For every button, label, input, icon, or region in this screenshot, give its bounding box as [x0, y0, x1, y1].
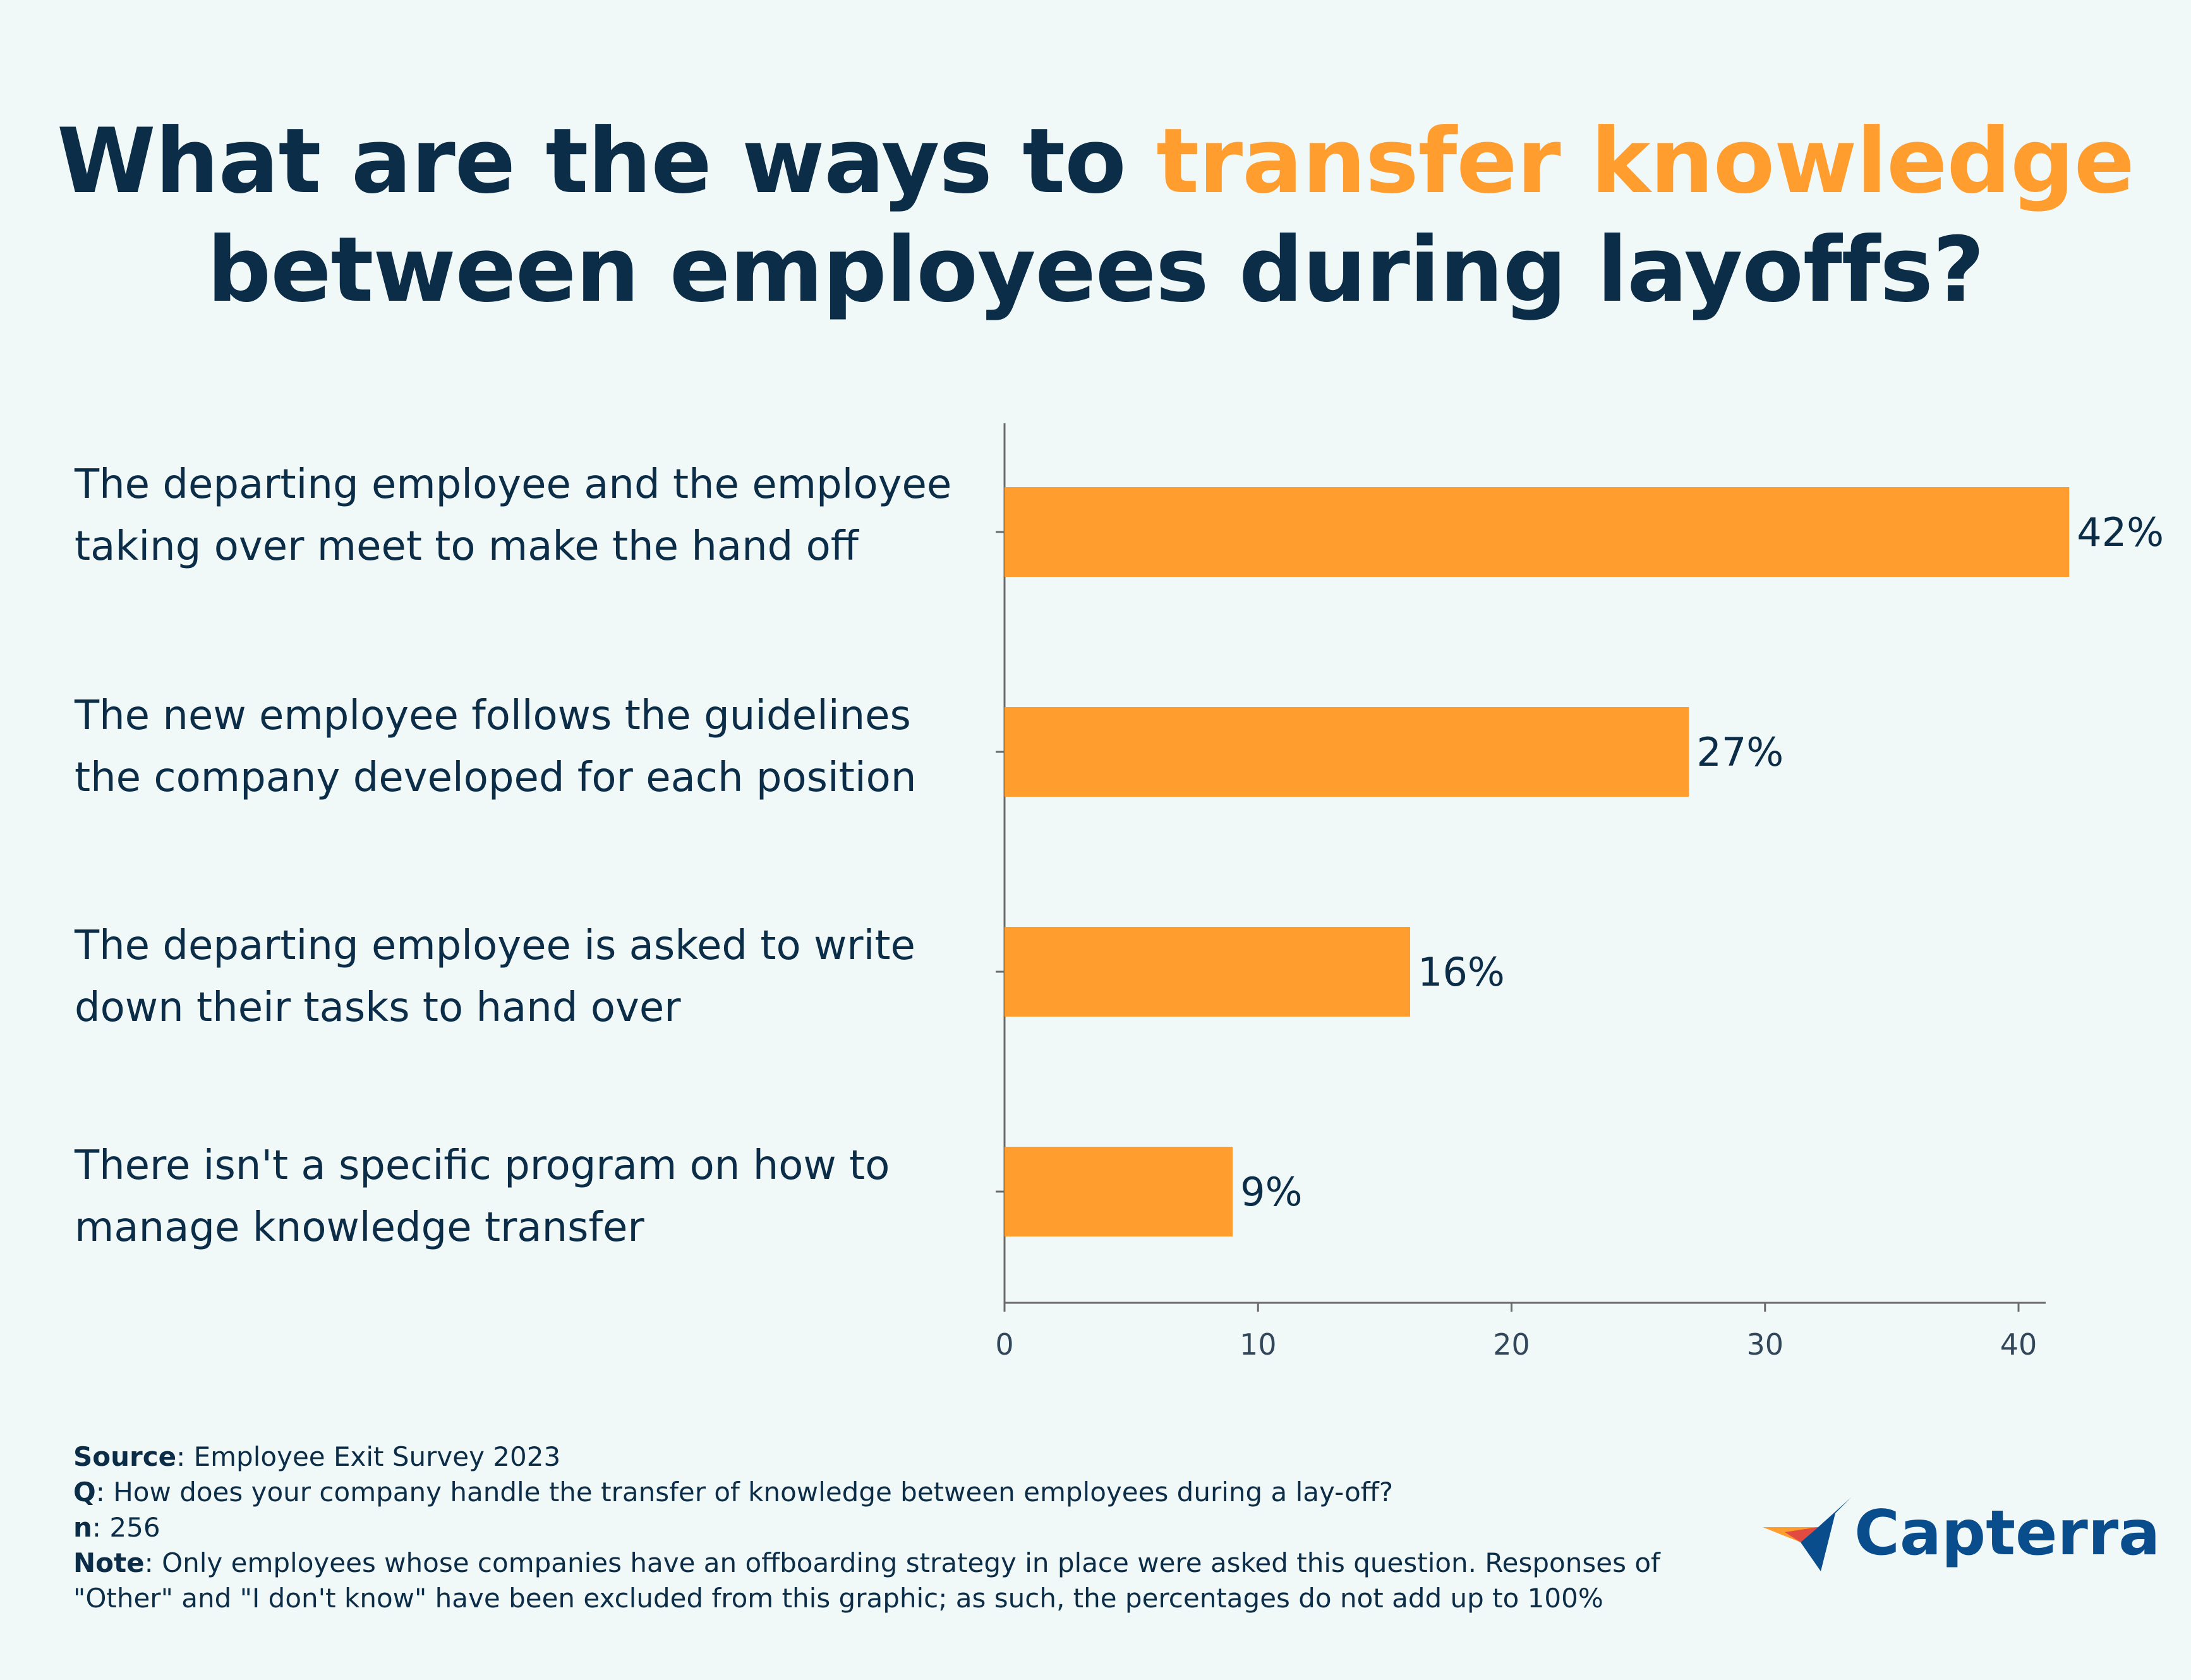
category-label-line: There isn't a specific program on how to — [75, 1142, 890, 1189]
x-tick-label: 20 — [1493, 1327, 1530, 1362]
note-text: : Only employees whose companies have an… — [73, 1547, 1660, 1614]
bar-chart: 0 10 20 30 40 42% 27% 16% 9% — [995, 423, 2164, 1362]
chart-title: What are the ways to transfer knowledge … — [0, 107, 2191, 325]
note-line: Note: Only employees whose companies hav… — [73, 1545, 1766, 1616]
source-label: Source — [73, 1441, 177, 1472]
category-label-line: The departing employee is asked to write — [75, 922, 915, 969]
note-label: Note — [73, 1547, 145, 1578]
x-tick-label: 30 — [1746, 1327, 1784, 1362]
data-label: 16% — [1418, 949, 1505, 995]
category-label: The departing employee and the employee t… — [75, 454, 984, 577]
sample-size-label: n — [73, 1512, 92, 1543]
title-prefix: What are the ways to — [57, 109, 1157, 214]
category-label-line: the company developed for each position — [75, 754, 917, 801]
data-label: 42% — [2077, 509, 2164, 555]
bar — [1005, 1147, 1233, 1236]
sample-size-line: n: 256 — [73, 1510, 1766, 1545]
bar — [1005, 487, 2070, 577]
x-tick-label: 40 — [2000, 1327, 2037, 1362]
question-text: : How does your company handle the trans… — [95, 1477, 1394, 1508]
category-label-line: The new employee follows the guidelines — [75, 692, 911, 739]
sample-size-text: : 256 — [92, 1512, 160, 1543]
data-label: 27% — [1696, 729, 1784, 775]
capterra-arrow-icon — [1763, 1497, 1851, 1571]
x-tick-label: 10 — [1240, 1327, 1277, 1362]
question-label: Q — [73, 1477, 96, 1508]
category-label: There isn't a specific program on how to… — [75, 1135, 984, 1259]
x-tick-label: 0 — [995, 1327, 1013, 1362]
title-line-2: between employees during layoffs? — [207, 218, 1985, 322]
data-label: 9% — [1240, 1169, 1302, 1215]
category-label: The new employee follows the guidelines t… — [75, 685, 984, 809]
capterra-logo — [1763, 1497, 1851, 1571]
category-label: The departing employee is asked to write… — [75, 915, 984, 1039]
category-label-line: down their tasks to hand over — [75, 984, 681, 1031]
bar — [1005, 927, 1410, 1017]
capterra-wordmark: Capterra — [1854, 1497, 2161, 1569]
question-line: Q: How does your company handle the tran… — [73, 1475, 1766, 1510]
source-text: : Employee Exit Survey 2023 — [176, 1441, 561, 1472]
category-label-line: The departing employee and the employee — [75, 461, 952, 508]
title-line-1: What are the ways to transfer knowledge — [0, 107, 2191, 216]
source-line: Source: Employee Exit Survey 2023 — [73, 1439, 1766, 1475]
bar — [1005, 707, 1689, 797]
category-label-line: taking over meet to make the hand off — [75, 523, 859, 570]
category-label-line: manage knowledge transfer — [75, 1204, 644, 1251]
chart-footer: Source: Employee Exit Survey 2023 Q: How… — [73, 1439, 1766, 1616]
title-highlight: transfer knowledge — [1156, 109, 2135, 214]
